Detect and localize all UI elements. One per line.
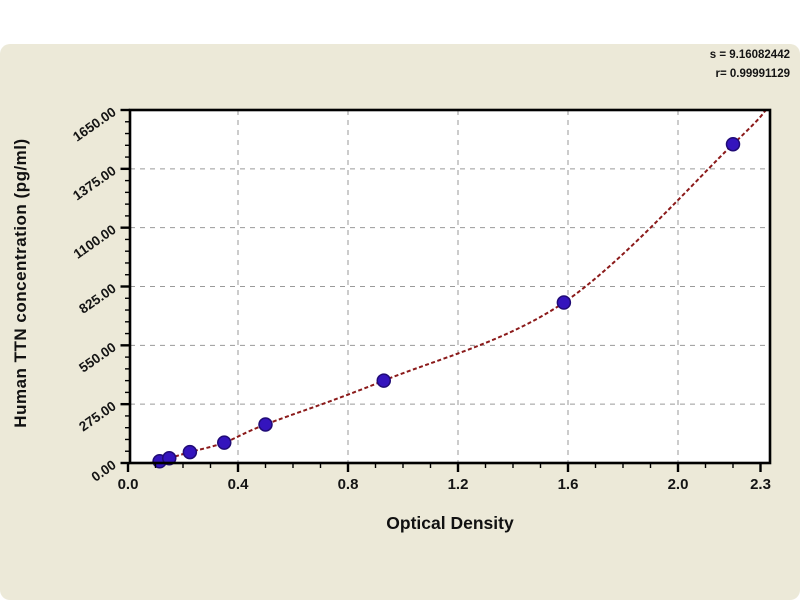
x-tick-label: 1.6 xyxy=(558,476,579,493)
y-tick-label: 1100.00 xyxy=(71,222,119,262)
data-point xyxy=(162,451,177,466)
x-tick-label: 2.3 xyxy=(750,476,771,493)
y-tick-label: 1375.00 xyxy=(70,163,119,203)
y-tick-label: 825.00 xyxy=(76,281,118,317)
data-point xyxy=(725,136,741,152)
x-axis-title: Optical Density xyxy=(386,513,514,533)
x-tick-label: 0.8 xyxy=(338,476,359,493)
y-tick-label: 0.00 xyxy=(89,457,119,484)
x-tick-label: 0.4 xyxy=(228,476,250,493)
data-point xyxy=(556,295,572,310)
data-point xyxy=(258,417,273,432)
fit-statistics: s = 9.16082442 r= 0.99991129 xyxy=(590,46,790,84)
x-tick-label: 0.0 xyxy=(118,476,139,493)
data-point xyxy=(182,444,198,460)
y-axis-title: Human TTN concentration (pg/ml) xyxy=(11,138,30,428)
y-tick-label: 550.00 xyxy=(76,340,118,376)
fit-statistic-s: s = 9.16082442 xyxy=(709,49,790,61)
fit-statistic-r: r= 0.99991129 xyxy=(715,68,790,80)
fit-curve-line xyxy=(149,109,767,464)
data-point xyxy=(376,373,391,388)
x-tick-label: 2.0 xyxy=(668,476,689,493)
data-point xyxy=(217,435,232,450)
y-tick-label: 275.00 xyxy=(76,398,118,434)
x-tick-label: 1.2 xyxy=(448,476,469,493)
y-tick-label: 1650.00 xyxy=(70,104,119,144)
